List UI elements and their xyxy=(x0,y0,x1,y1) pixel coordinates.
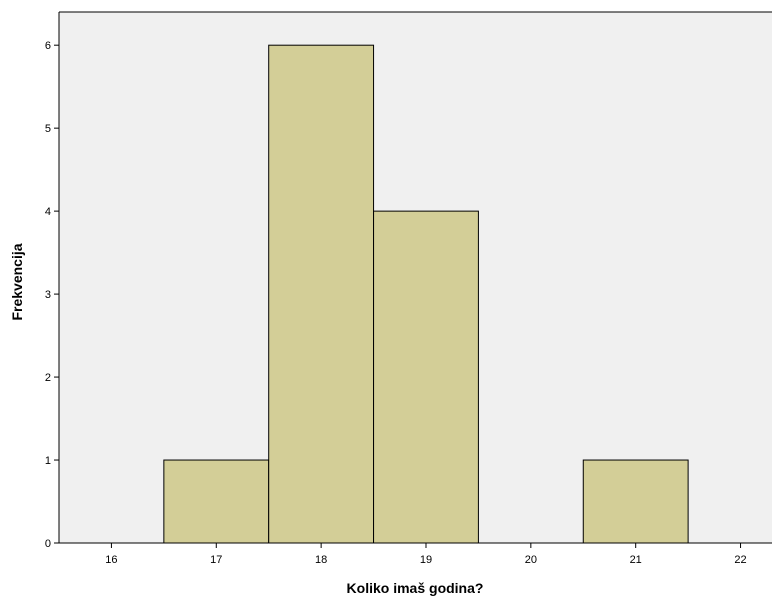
y-tick-label: 2 xyxy=(45,372,51,384)
x-axis-title: Koliko imaš godina? xyxy=(347,580,484,596)
histogram-bar-2 xyxy=(373,210,479,544)
y-tick-label: 6 xyxy=(45,40,51,52)
histogram-bar-3 xyxy=(582,459,689,544)
x-tick-label: 22 xyxy=(734,554,746,566)
y-axis-ticks: 0 1 2 3 4 5 6 xyxy=(45,40,59,550)
x-tick-label: 20 xyxy=(525,554,537,566)
y-axis-title: Frekvencija xyxy=(9,243,25,320)
x-tick-label: 17 xyxy=(210,554,222,566)
y-tick-label: 0 xyxy=(45,538,51,550)
y-tick-label: 4 xyxy=(45,206,51,218)
histogram-bar-1 xyxy=(268,44,375,544)
x-tick-label: 21 xyxy=(630,554,642,566)
y-tick-label: 5 xyxy=(45,123,51,135)
histogram-bar-0 xyxy=(163,459,270,544)
y-tick-label: 1 xyxy=(45,455,51,467)
x-axis-ticks: 16 17 18 19 20 21 22 xyxy=(105,543,747,566)
x-tick-label: 19 xyxy=(420,554,432,566)
y-tick-label: 3 xyxy=(45,289,51,301)
x-tick-label: 16 xyxy=(105,554,117,566)
x-tick-label: 18 xyxy=(315,554,327,566)
